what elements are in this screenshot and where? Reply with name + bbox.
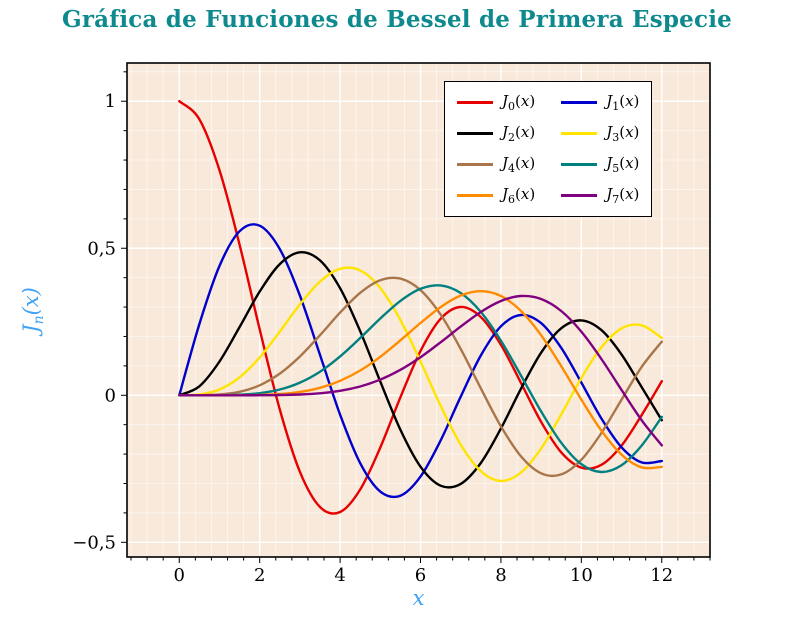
legend-item-J0: J0(x) xyxy=(457,92,535,113)
legend: J0(x) J1(x) J2(x) J3(x) J4(x) J5(x) J6(x) J7(x) xyxy=(444,81,653,217)
x-tick-label: 6 xyxy=(415,565,426,586)
legend-swatch-J5 xyxy=(561,163,598,166)
legend-label-J4: J4(x) xyxy=(502,154,536,175)
curve-J5 xyxy=(178,284,663,474)
x-tick-label: 0 xyxy=(174,565,185,586)
curve-J2 xyxy=(178,251,663,489)
legend-item-J4: J4(x) xyxy=(457,154,535,175)
y-tick-label: 1 xyxy=(105,91,116,112)
curve-J7 xyxy=(178,294,663,447)
y-tick-label: 0 xyxy=(105,385,116,406)
legend-item-J1: J1(x) xyxy=(561,92,639,113)
legend-item-J6: J6(x) xyxy=(457,185,535,206)
legend-swatch-J0 xyxy=(457,101,493,104)
x-tick-label: 12 xyxy=(650,565,673,586)
tick-labels: 0 2 4 6 8 10 12 −0,5 0 0,5 1 xyxy=(72,91,673,586)
y-tick-label: 0,5 xyxy=(87,238,116,259)
chart-title: Gráfica de Funciones de Bessel de Primer… xyxy=(61,6,732,33)
plot-frame xyxy=(126,62,711,558)
curve-J1 xyxy=(178,223,663,499)
curve-J4 xyxy=(178,276,663,478)
curve-J3 xyxy=(178,266,663,483)
legend-label-J0: J0(x) xyxy=(502,92,536,113)
legend-swatch-J2 xyxy=(457,132,493,135)
x-tick-label: 10 xyxy=(570,565,593,586)
legend-label-J7: J7(x) xyxy=(606,185,640,206)
legend-item-J2: J2(x) xyxy=(457,123,535,144)
legend-swatch-J1 xyxy=(561,101,598,104)
x-axis-label: x xyxy=(412,586,425,610)
legend-swatch-J7 xyxy=(561,194,598,197)
legend-item-J5: J5(x) xyxy=(561,154,639,175)
x-tick-label: 2 xyxy=(254,565,265,586)
curves xyxy=(178,100,663,515)
legend-item-J7: J7(x) xyxy=(561,185,639,206)
y-axis-label: Jn(x) xyxy=(18,287,48,333)
legend-label-J6: J6(x) xyxy=(502,185,536,206)
x-tick-label: 4 xyxy=(334,565,345,586)
axis-ticks xyxy=(121,71,711,563)
legend-item-J3: J3(x) xyxy=(561,123,639,144)
legend-label-J1: J1(x) xyxy=(606,92,640,113)
legend-swatch-J6 xyxy=(457,194,493,197)
legend-label-J5: J5(x) xyxy=(606,154,640,175)
legend-label-J3: J3(x) xyxy=(606,123,640,144)
y-tick-label: −0,5 xyxy=(72,532,116,553)
x-tick-label: 8 xyxy=(495,565,506,586)
legend-swatch-J3 xyxy=(561,132,598,135)
legend-swatch-J4 xyxy=(457,163,493,166)
legend-label-J2: J2(x) xyxy=(502,123,536,144)
